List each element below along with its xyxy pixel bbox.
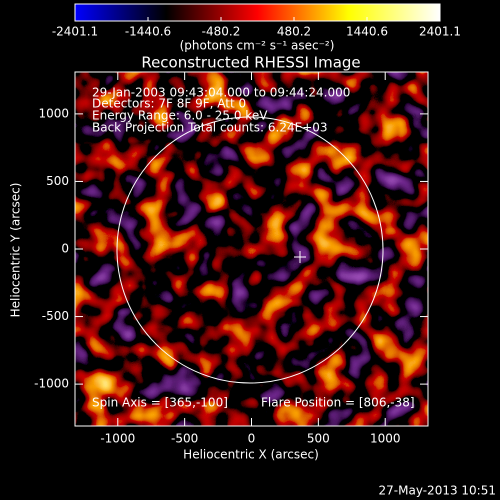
chart-title: Reconstructed RHESSI Image — [141, 54, 360, 72]
y-tick-label: -500 — [42, 309, 69, 323]
annotation: 29-Jan-2003 09:43:04.000 to 09:44:24.000 — [92, 86, 350, 100]
colorbar-tick-label: 480.2 — [277, 25, 311, 39]
x-axis-label: Heliocentric X (arcsec) — [183, 448, 319, 462]
footer: 27-May-2013 10:51 — [379, 484, 496, 498]
colorbar — [74, 3, 441, 22]
y-tick-label: 500 — [46, 174, 69, 188]
colorbar-tick-label: -2401.1 — [52, 25, 98, 39]
spin-axis: Spin Axis = [365,-100] — [92, 396, 228, 410]
colorbar-tick-label: 1440.6 — [346, 25, 388, 39]
colorbar-tick-label: -480.2 — [202, 25, 241, 39]
y-tick-label: -1000 — [34, 377, 69, 391]
spin-axis-marker — [294, 251, 306, 263]
x-tick-label: 500 — [307, 432, 330, 446]
y-tick-label: 0 — [61, 242, 69, 256]
colorbar-label: (photons cm⁻² s⁻¹ asec⁻²) — [180, 39, 335, 53]
solar-limb — [116, 116, 384, 384]
annotation: Back Projection Total counts: 6.24E+03 — [92, 121, 328, 135]
flare-position: Flare Position = [806,-38] — [261, 396, 415, 410]
colorbar-tick-label: -1440.6 — [125, 25, 171, 39]
y-axis-label: Heliocentric Y (arcsec) — [9, 183, 23, 318]
y-tick-label: 1000 — [38, 106, 69, 120]
x-tick-label: -1000 — [100, 432, 135, 446]
image — [75, 72, 428, 426]
annotation: Energy Range: 6.0 - 25.0 keV — [92, 109, 268, 123]
x-tick-label: -500 — [171, 432, 198, 446]
annotation: Detectors: 7F 8F 9F, Att 0 — [92, 97, 246, 111]
colorbar-tick-label: 2401.1 — [419, 25, 461, 39]
x-tick-label: 1000 — [370, 432, 401, 446]
x-tick-label: 0 — [248, 432, 256, 446]
